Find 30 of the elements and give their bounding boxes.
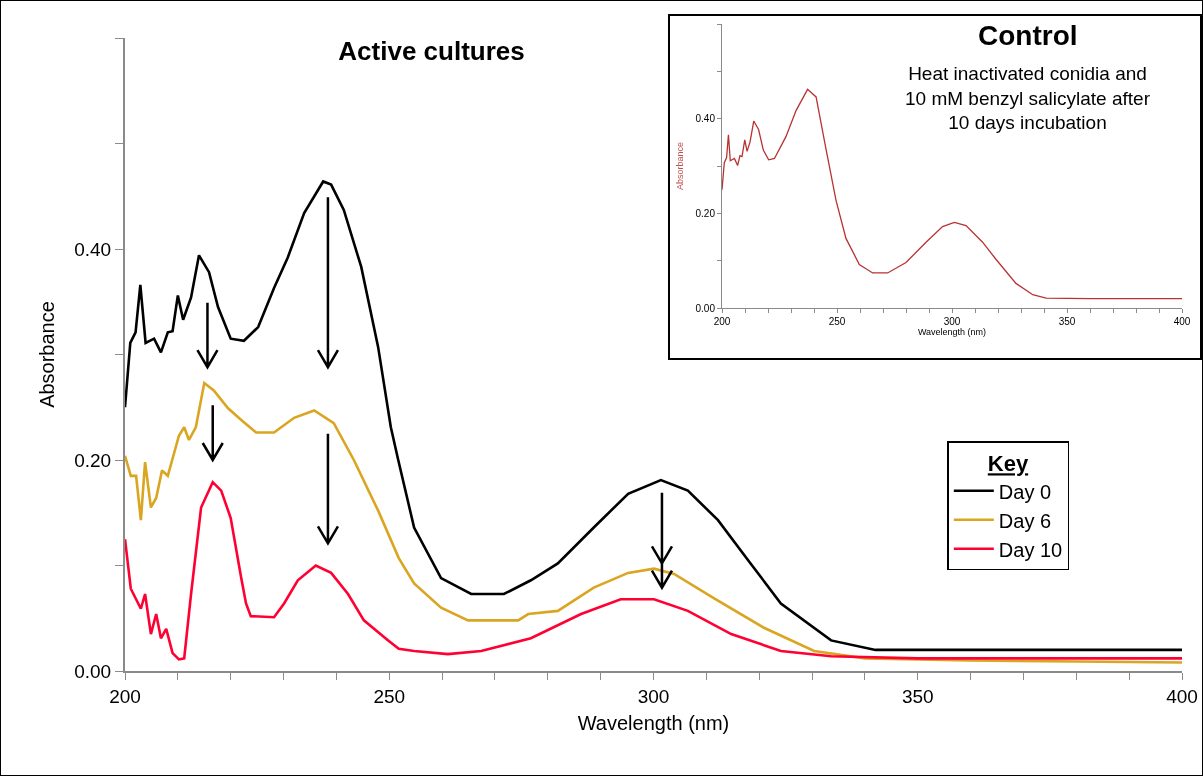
y-axis-title: Absorbance (36, 301, 59, 408)
legend-label: Day 0 (998, 480, 1052, 503)
y-tick-label: 0.20 (695, 207, 716, 219)
legend-label: Day 6 (998, 509, 1052, 532)
text: Heat inactivated conidia and 10 mM benzyl salicylate after 10 days incubation (905, 63, 1151, 134)
y-tick-label: 0.40 (695, 113, 716, 125)
x-tick-label: 350 (901, 685, 934, 707)
chart-title: Control (978, 20, 1078, 51)
y-tick-label: 0.00 (695, 302, 716, 314)
x-axis-title: Wavelength (nm) (917, 327, 987, 337)
chart-title: Active cultures (338, 36, 525, 67)
x-tick-label: 400 (1166, 685, 1198, 707)
x-tick-label: 200 (713, 316, 731, 327)
line-series (125, 381, 1182, 664)
x-tick-label: 350 (1058, 316, 1076, 327)
x-tick-label: 300 (943, 316, 961, 327)
y-axis-title: Absorbance (674, 141, 685, 191)
line-series (125, 480, 1182, 661)
legend-title: Key (987, 451, 1029, 477)
x-tick-label: 250 (828, 316, 846, 327)
y-tick-label: 0.00 (74, 660, 112, 682)
x-tick-label: 400 (1173, 316, 1191, 327)
y-tick-label: 0.40 (74, 238, 112, 260)
y-tick-label: 0.20 (74, 449, 112, 471)
x-tick-label: 300 (637, 685, 670, 707)
x-tick-label: 250 (373, 685, 406, 707)
line-series (722, 88, 1182, 300)
x-tick-label: 200 (109, 685, 141, 707)
x-axis-title: Wavelength (nm) (577, 711, 730, 734)
legend-label: Day 10 (998, 538, 1063, 561)
